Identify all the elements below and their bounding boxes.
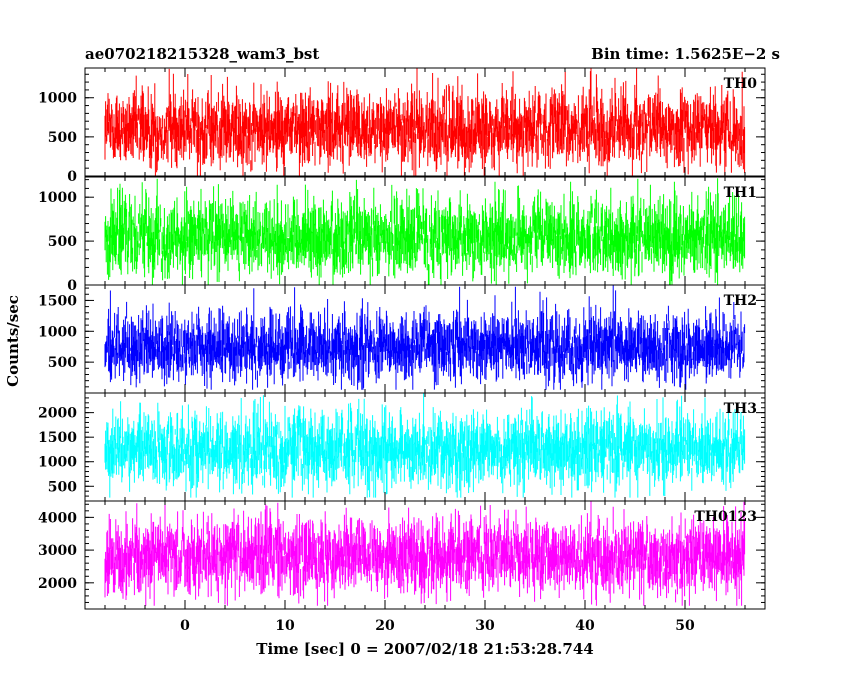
series-th3-trace — [104, 393, 746, 498]
y-tick-label: 0 — [67, 169, 77, 185]
panel-name-label: TH0123 — [694, 509, 757, 525]
y-tick-label: 500 — [48, 355, 77, 371]
y-tick-label: 1000 — [38, 91, 77, 107]
y-tick-label: 4000 — [38, 510, 77, 526]
panel-name-label: TH3 — [724, 401, 757, 417]
y-tick-label: 500 — [48, 130, 77, 146]
x-axis: 0 10 20 30 40 50 — [180, 618, 695, 634]
x-tick-label: 30 — [475, 618, 495, 634]
y-tick-label: 2000 — [38, 406, 77, 422]
y-tick-label: 500 — [48, 234, 77, 250]
panel-th2: 500 1000 1500 TH2 — [38, 284, 766, 394]
y-tick-label: 1000 — [38, 455, 77, 471]
x-tick-label: 50 — [675, 618, 695, 634]
chart-title: ae070218215328_wam3_bst — [85, 45, 319, 63]
y-axis-label: Counts/sec — [4, 295, 22, 387]
y-tick-label: 0 — [67, 278, 77, 294]
series-th1-trace — [104, 178, 746, 285]
x-tick-label: 0 — [180, 618, 190, 634]
x-tick-label: 10 — [275, 618, 295, 634]
series-th0123-trace — [104, 501, 746, 606]
x-axis-label: Time [sec] 0 = 2007/02/18 21:53:28.744 — [256, 640, 593, 658]
y-tick-label: 1000 — [38, 190, 77, 206]
y-tick-label: 2000 — [38, 576, 77, 592]
y-tick-label: 1500 — [38, 430, 77, 446]
panel-name-label: TH2 — [724, 293, 757, 309]
y-tick-label: 1000 — [38, 324, 77, 340]
series-th0-trace — [104, 68, 746, 176]
bin-time-label: Bin time: 1.5625E−2 s — [591, 45, 780, 63]
series-th2-trace — [104, 285, 746, 390]
y-tick-label: 3000 — [38, 543, 77, 559]
panel-th0123: 2000 3000 4000 TH0123 — [38, 500, 766, 610]
panel-name-label: TH1 — [724, 185, 757, 201]
x-tick-label: 40 — [575, 618, 595, 634]
y-tick-label: 500 — [48, 479, 77, 495]
panels-group: 0 500 1000 TH0 0 500 1000 TH1 500 1000 1500 TH2 500 1… — [38, 67, 766, 610]
panel-th3: 500 1000 1500 2000 TH3 — [38, 392, 766, 502]
panel-th1: 0 500 1000 TH1 — [38, 176, 766, 294]
y-tick-label: 1500 — [38, 293, 77, 309]
panel-th0: 0 500 1000 TH0 — [38, 67, 766, 185]
x-tick-label: 20 — [375, 618, 395, 634]
panel-name-label: TH0 — [724, 76, 758, 92]
